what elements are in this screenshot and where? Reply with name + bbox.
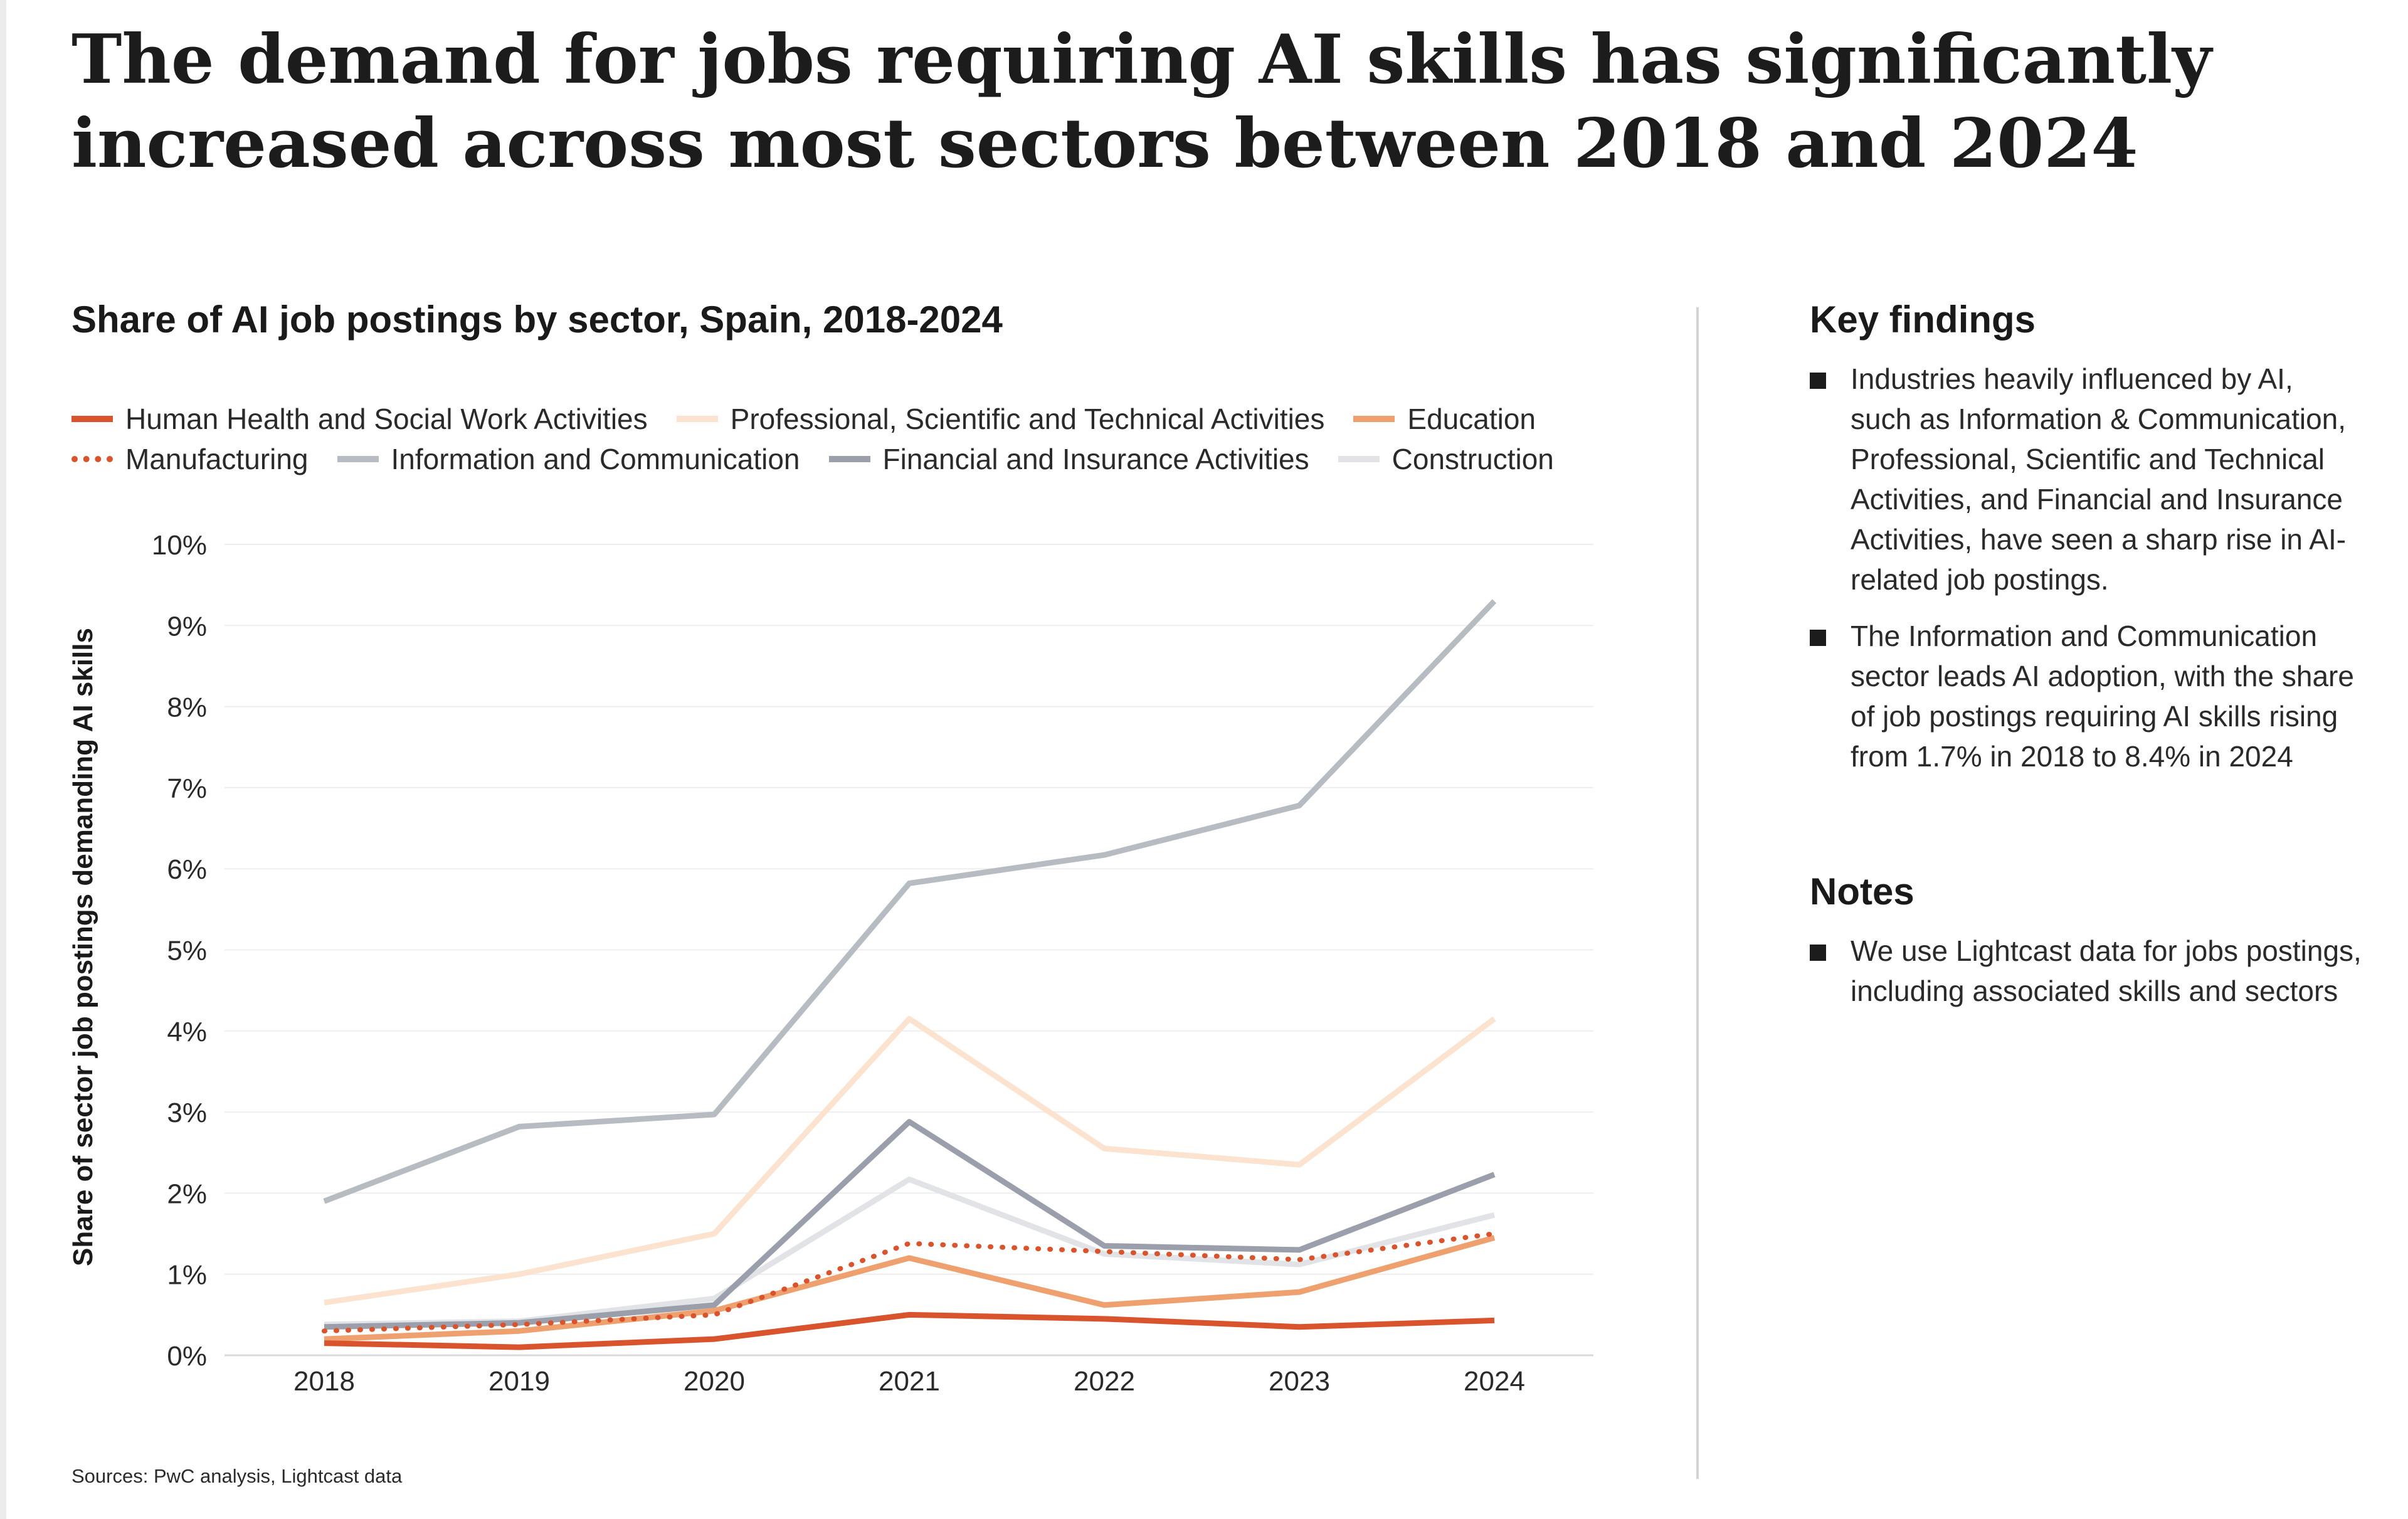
x-tick-label: 2021 — [879, 1366, 940, 1397]
series-line-construction — [324, 1176, 1496, 1328]
notes-title: Notes — [1810, 871, 1914, 913]
series-line-financial-and-insurance-activities — [324, 1119, 1496, 1330]
y-axis-title: Share of sector job postings demanding A… — [68, 628, 98, 1266]
key-finding-item: Industries heavily influenced by AI, suc… — [1810, 359, 2362, 600]
y-tick-label: 2% — [167, 1178, 207, 1209]
legend-swatch-health — [71, 416, 113, 422]
x-tick-label: 2023 — [1269, 1366, 1330, 1397]
sources-note: Sources: PwC analysis, Lightcast data — [71, 1465, 403, 1487]
x-tick-label: 2022 — [1074, 1366, 1135, 1397]
note-text: We use Lightcast data for jobs postings,… — [1851, 934, 2362, 1007]
y-tick-label: 4% — [167, 1017, 207, 1047]
x-tick-label: 2018 — [293, 1366, 355, 1397]
vertical-divider — [1696, 307, 1699, 1479]
chart-legend: Human Health and Social Work Activities … — [71, 399, 1627, 479]
legend-swatch-education — [1353, 416, 1395, 422]
legend-swatch-manufacturing — [71, 456, 113, 462]
line-chart: 0% 1% 2% 3% 4% 5% 6% 7% 8% 9% 10% 2018 2019 2020 2021 2… — [68, 530, 1593, 1397]
legend-row-2: Manufacturing Information and Communicat… — [71, 439, 1627, 479]
series-line-information-and-communication — [323, 599, 1497, 1204]
key-findings-title: Key findings — [1810, 299, 2036, 341]
y-tick-label: 10% — [152, 530, 207, 561]
key-findings-list: Industries heavily influenced by AI, suc… — [1810, 359, 2362, 776]
page-edge — [0, 0, 6, 1519]
y-tick-label: 7% — [167, 773, 207, 804]
legend-label-infocomm: Information and Communication — [391, 443, 800, 475]
legend-swatch-infocomm — [337, 456, 379, 462]
y-tick-label: 8% — [167, 692, 207, 723]
notes-list: We use Lightcast data for jobs postings,… — [1810, 931, 2362, 1011]
series-line-manufacturing — [322, 1231, 1497, 1334]
legend-label-education: Education — [1407, 403, 1536, 435]
legend-swatch-financial — [828, 456, 870, 462]
legend-label-professional: Professional, Scientific and Technical A… — [730, 403, 1325, 435]
page-headline: The demand for jobs requiring AI skills … — [71, 20, 2212, 183]
legend-item-professional: Professional, Scientific and Technical A… — [676, 399, 1325, 439]
y-tick-label: 0% — [167, 1341, 207, 1372]
legend-row-1: Human Health and Social Work Activities … — [71, 399, 1627, 439]
legend-label-manufacturing: Manufacturing — [125, 443, 309, 475]
legend-swatch-construction — [1338, 456, 1380, 462]
key-findings-panel: Key findings Industries heavily influenc… — [1810, 297, 2362, 793]
bullet-square-icon — [1810, 945, 1826, 961]
legend-item-construction: Construction — [1338, 439, 1554, 479]
series-line-professional-scientific-and-technical-activities — [324, 1015, 1496, 1306]
y-tick-label: 3% — [167, 1098, 207, 1128]
y-tick-label: 6% — [167, 854, 207, 885]
y-tick-label: 9% — [167, 611, 207, 642]
legend-label-health: Human Health and Social Work Activities — [125, 403, 648, 435]
legend-label-financial: Financial and Insurance Activities — [882, 443, 1309, 475]
legend-swatch-professional — [676, 416, 718, 422]
series-line-education — [324, 1235, 1496, 1342]
key-finding-text: The Information and Communication sector… — [1851, 620, 2354, 773]
key-finding-item: The Information and Communication sector… — [1810, 616, 2362, 776]
legend-item-education: Education — [1353, 399, 1536, 439]
notes-panel: Notes We use Lightcast data for jobs pos… — [1810, 869, 2362, 1027]
bullet-square-icon — [1810, 373, 1826, 389]
bullet-square-icon — [1810, 630, 1826, 646]
legend-item-manufacturing: Manufacturing — [71, 439, 309, 479]
x-tick-label: 2020 — [684, 1366, 745, 1397]
note-item: We use Lightcast data for jobs postings,… — [1810, 931, 2362, 1011]
y-tick-label: 1% — [167, 1260, 207, 1291]
x-tick-label: 2024 — [1464, 1366, 1525, 1397]
x-tick-label: 2019 — [488, 1366, 550, 1397]
key-finding-text: Industries heavily influenced by AI, suc… — [1851, 363, 2347, 596]
legend-label-construction: Construction — [1391, 443, 1554, 475]
legend-item-financial: Financial and Insurance Activities — [828, 439, 1309, 479]
legend-item-health: Human Health and Social Work Activities — [71, 399, 648, 439]
series-line-human-health-and-social-work-activities — [324, 1311, 1495, 1350]
legend-item-infocomm: Information and Communication — [337, 439, 800, 479]
chart-title: Share of AI job postings by sector, Spai… — [71, 299, 1003, 341]
y-tick-label: 5% — [167, 936, 207, 966]
